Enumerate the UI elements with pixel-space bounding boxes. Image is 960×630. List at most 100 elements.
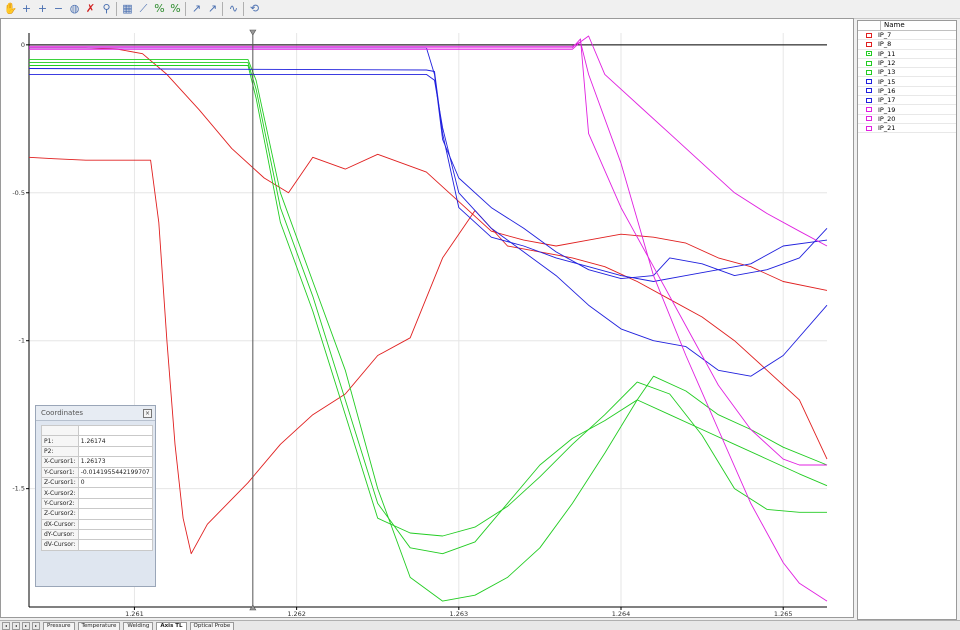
close-icon[interactable]: × bbox=[143, 409, 152, 418]
legend-checkbox[interactable] bbox=[866, 107, 872, 113]
x-tick-label: 1.265 bbox=[774, 610, 793, 617]
toolbar-separator bbox=[185, 2, 186, 16]
coordinate-key: Y-Cursor1: bbox=[41, 466, 79, 478]
series-line-ip-8[interactable] bbox=[29, 47, 828, 291]
coordinate-key: dY-Cursor: bbox=[41, 528, 79, 541]
coordinates-title-bar[interactable]: Coordinates × bbox=[36, 406, 155, 421]
legend-checkbox[interactable] bbox=[866, 60, 872, 66]
zoom-in-icon[interactable]: + bbox=[37, 2, 48, 15]
legend-label: IP_16 bbox=[878, 86, 896, 95]
legend-item[interactable]: IP_13 bbox=[858, 68, 956, 78]
legend-checkbox[interactable] bbox=[866, 79, 872, 85]
x-tick-label: 1.264 bbox=[612, 610, 631, 617]
tab-nav-next-button[interactable]: ▸ bbox=[22, 621, 30, 630]
cursor-options-icon[interactable]: ↗ bbox=[207, 2, 218, 15]
coordinate-value: -0.0141955442199707 bbox=[77, 466, 153, 478]
legend-item[interactable]: IP_16 bbox=[858, 86, 956, 97]
tab-axis-tl[interactable]: Axis TL bbox=[156, 621, 187, 630]
coordinates-row: Z-Cursor2: bbox=[41, 508, 153, 520]
line-style-icon[interactable]: ⟋ bbox=[139, 2, 148, 15]
add-icon[interactable]: + bbox=[21, 2, 32, 15]
tab-temperature[interactable]: Temperature bbox=[77, 621, 121, 630]
bottom-tab-bar: ◂ ◂ ▸ ▸ Pressure Temperature Welding Axis TL Opt… bbox=[0, 620, 960, 630]
legend-panel: Name IP_7 IP_8 IP_11 IP_12 IP_13 IP_15 IP_16 IP… bbox=[857, 20, 957, 620]
coordinate-value bbox=[77, 497, 153, 510]
toolbar-separator bbox=[222, 2, 223, 16]
chart-options-icon[interactable]: ▦ bbox=[122, 2, 133, 15]
legend-checkbox[interactable] bbox=[866, 51, 872, 57]
tab-welding[interactable]: Welding bbox=[123, 621, 154, 630]
y-tick-label: -1.5 bbox=[12, 485, 25, 493]
legend-item[interactable]: IP_17 bbox=[858, 96, 956, 106]
series-line-ip-12[interactable] bbox=[29, 62, 828, 555]
legend-checkbox[interactable] bbox=[866, 32, 872, 38]
coordinate-value: 0 bbox=[77, 476, 153, 489]
tab-pressure[interactable]: Pressure bbox=[43, 621, 75, 630]
tab-nav-first-button[interactable]: ◂ bbox=[2, 621, 10, 630]
series-line-ip-13[interactable] bbox=[29, 65, 827, 537]
scale-icon[interactable]: % bbox=[170, 2, 181, 15]
coordinate-key: Z-Cursor2: bbox=[41, 508, 79, 520]
coordinate-key: P1: bbox=[41, 435, 79, 447]
legend-item[interactable]: IP_8 bbox=[858, 40, 956, 50]
coordinates-row: X-Cursor1: 1.26173 bbox=[41, 456, 153, 468]
zoom-out-icon[interactable]: − bbox=[53, 2, 64, 15]
coordinates-row: Z-Cursor1: 0 bbox=[41, 476, 153, 489]
legend-item[interactable]: IP_11 bbox=[858, 50, 956, 59]
delete-icon[interactable]: ✗ bbox=[85, 2, 96, 15]
legend-checkbox[interactable] bbox=[866, 116, 872, 122]
pin-icon[interactable]: ⚲ bbox=[102, 2, 111, 15]
tab-optical-probe[interactable]: Optical Probe bbox=[189, 621, 235, 630]
series-line-ip-16[interactable] bbox=[28, 68, 828, 282]
legend-item[interactable]: IP_7 bbox=[858, 31, 956, 41]
series-line-ip-11[interactable] bbox=[29, 59, 828, 602]
lock-icon[interactable]: ◍ bbox=[69, 2, 80, 15]
legend-name-column-header[interactable]: Name bbox=[880, 21, 905, 30]
x-tick-label: 1.263 bbox=[450, 610, 469, 617]
x-tick-label: 1.261 bbox=[125, 610, 144, 617]
legend-item[interactable]: IP_19 bbox=[858, 105, 956, 115]
legend-checkbox[interactable] bbox=[866, 97, 872, 103]
series-line-ip-15[interactable] bbox=[29, 47, 828, 280]
coordinate-value: 1.26174 bbox=[77, 435, 153, 447]
cursor-top-handle[interactable] bbox=[249, 29, 257, 36]
refresh-icon[interactable]: ⟲ bbox=[249, 2, 260, 15]
tab-nav-last-button[interactable]: ▸ bbox=[32, 621, 40, 630]
series-line-ip-21[interactable] bbox=[29, 35, 828, 247]
legend-item[interactable]: IP_12 bbox=[858, 59, 956, 69]
legend-checkbox[interactable] bbox=[866, 88, 872, 94]
coordinate-key: X-Cursor2: bbox=[41, 487, 79, 499]
cursor-bottom-handle[interactable] bbox=[249, 604, 257, 611]
coordinate-key: Y-Cursor2: bbox=[41, 497, 79, 510]
tab-nav-prev-button[interactable]: ◂ bbox=[12, 621, 20, 630]
series-line-ip-17[interactable] bbox=[29, 73, 828, 377]
legend-checkbox[interactable] bbox=[866, 69, 872, 75]
series-line-ip-19[interactable] bbox=[29, 38, 827, 466]
legend-checkbox[interactable] bbox=[866, 41, 872, 47]
coordinate-value: 1.26173 bbox=[77, 456, 153, 468]
coordinate-value bbox=[77, 528, 153, 541]
legend-label: IP_21 bbox=[878, 124, 896, 133]
legend-item[interactable]: IP_21 bbox=[858, 124, 956, 134]
coordinate-key: X-Cursor1: bbox=[41, 456, 79, 468]
x-tick-label: 1.262 bbox=[287, 610, 306, 617]
coordinates-title: Coordinates bbox=[41, 409, 84, 417]
wave-icon[interactable]: ∿ bbox=[228, 2, 239, 15]
legend-item[interactable]: IP_15 bbox=[858, 77, 956, 87]
legend-label: IP_15 bbox=[878, 77, 896, 86]
coordinate-value bbox=[77, 518, 153, 530]
coordinate-value bbox=[77, 508, 153, 520]
cursor-icon[interactable]: ↗ bbox=[191, 2, 202, 15]
legend-item[interactable]: IP_20 bbox=[858, 115, 956, 124]
coordinates-panel: Coordinates × P1: 1.26174 P2: X-Cursor1: 1.2… bbox=[35, 405, 156, 587]
percent-icon[interactable]: % bbox=[154, 2, 165, 15]
toolbar-separator bbox=[243, 2, 244, 16]
hand-icon[interactable]: ✋ bbox=[3, 2, 18, 15]
coordinates-table: P1: 1.26174 P2: X-Cursor1: 1.26173 Y-Cursor1:… bbox=[41, 424, 153, 551]
coordinate-key: P2: bbox=[41, 445, 79, 458]
legend-checkbox[interactable] bbox=[866, 125, 872, 131]
series-line-ip-7[interactable] bbox=[28, 156, 828, 555]
legend-label: IP_19 bbox=[878, 105, 896, 114]
y-tick-label: -0.5 bbox=[12, 189, 25, 197]
coordinates-row: dX-Cursor: bbox=[41, 518, 153, 530]
